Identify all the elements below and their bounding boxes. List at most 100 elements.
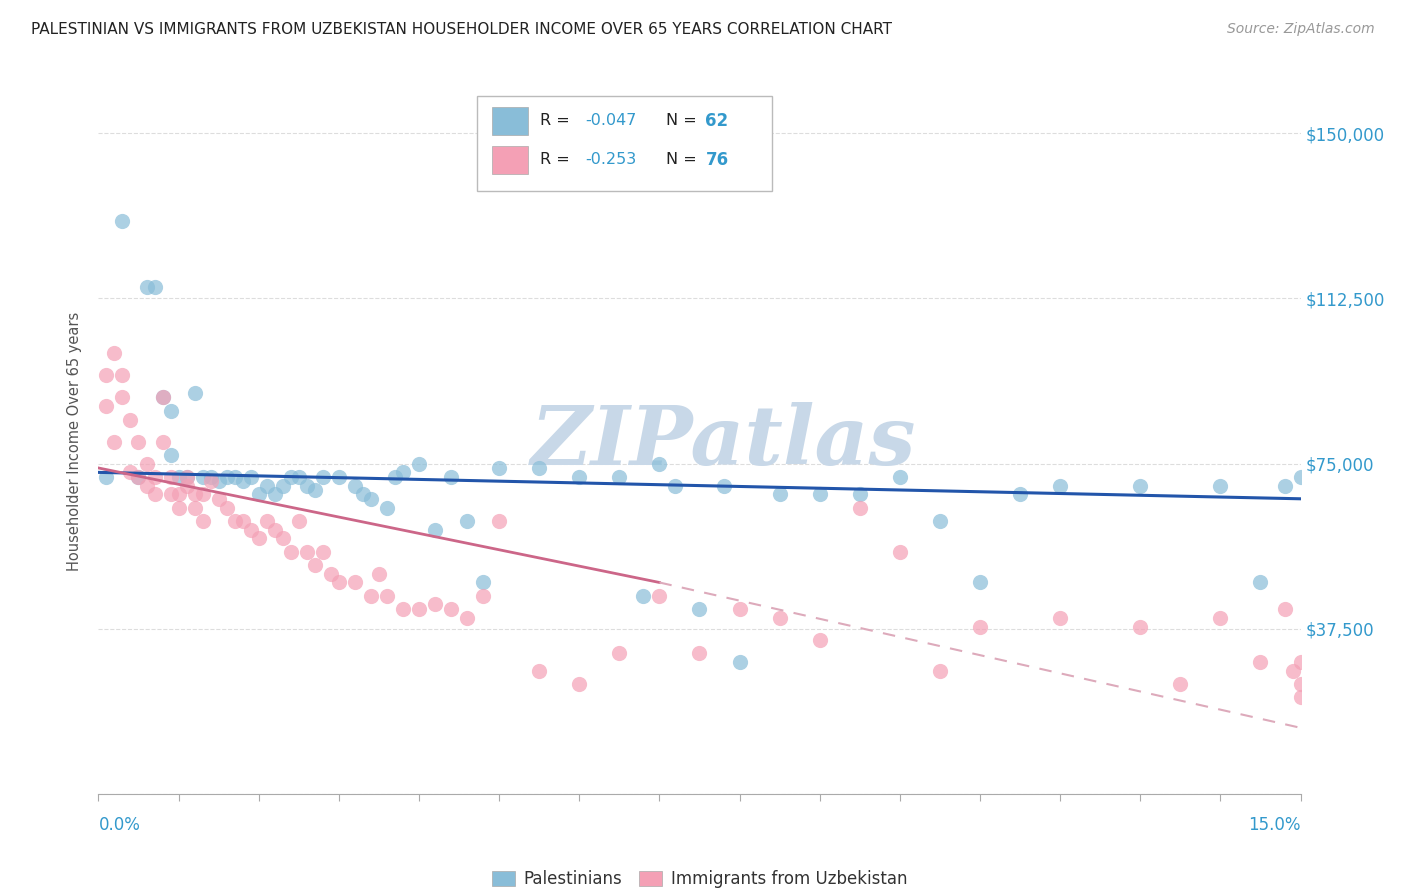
Point	[111, 368, 134, 383]
Point	[889, 544, 911, 558]
Point	[304, 483, 326, 497]
Point	[96, 368, 118, 383]
Point	[440, 602, 463, 616]
Point	[120, 412, 142, 426]
Point	[343, 575, 366, 590]
Point	[271, 478, 294, 492]
Legend: Palestinians, Immigrants from Uzbekistan: Palestinians, Immigrants from Uzbekistan	[485, 863, 914, 892]
Point	[280, 469, 302, 483]
Point	[633, 589, 655, 603]
Point	[529, 461, 551, 475]
Point	[159, 403, 181, 417]
Point	[167, 500, 190, 515]
Point	[728, 655, 751, 669]
Point	[152, 391, 174, 405]
Point	[472, 589, 495, 603]
Text: R =: R =	[540, 153, 575, 167]
Point	[456, 514, 478, 528]
Point	[664, 478, 686, 492]
Point	[648, 589, 671, 603]
Point	[183, 487, 205, 501]
Point	[256, 478, 278, 492]
Point	[128, 469, 150, 483]
Point	[1289, 690, 1312, 704]
Point	[1049, 478, 1071, 492]
Y-axis label: Householder Income Over 65 years: Householder Income Over 65 years	[67, 312, 83, 571]
Point	[232, 514, 254, 528]
Point	[408, 457, 430, 471]
Point	[159, 448, 181, 462]
Point	[769, 610, 792, 624]
Bar	[492, 107, 527, 135]
Point	[568, 469, 591, 483]
Point	[343, 478, 366, 492]
Point	[295, 478, 318, 492]
Point	[609, 646, 631, 660]
Point	[239, 469, 262, 483]
Point	[159, 487, 181, 501]
Point	[929, 664, 952, 678]
Text: 76: 76	[706, 151, 728, 169]
Point	[969, 619, 991, 633]
Point	[152, 434, 174, 449]
Point	[689, 646, 711, 660]
Point	[568, 677, 591, 691]
Point	[247, 487, 270, 501]
Point	[728, 602, 751, 616]
Point	[312, 544, 335, 558]
Point	[808, 632, 831, 647]
Point	[96, 469, 118, 483]
Point	[408, 602, 430, 616]
Point	[1250, 655, 1272, 669]
Point	[280, 544, 302, 558]
Point	[232, 474, 254, 488]
Point	[135, 457, 157, 471]
Point	[392, 466, 415, 480]
Point	[176, 469, 198, 483]
Point	[256, 514, 278, 528]
Point	[1010, 487, 1032, 501]
Point	[143, 469, 166, 483]
Point	[360, 589, 382, 603]
Point	[1289, 677, 1312, 691]
Point	[1274, 478, 1296, 492]
Point	[263, 487, 285, 501]
Point	[200, 474, 222, 488]
Point	[352, 487, 374, 501]
Point	[1129, 478, 1152, 492]
Text: 62: 62	[706, 112, 728, 130]
Point	[529, 664, 551, 678]
Text: N =: N =	[666, 153, 702, 167]
Point	[159, 469, 181, 483]
Point	[423, 523, 446, 537]
Point	[176, 469, 198, 483]
Point	[152, 391, 174, 405]
Point	[143, 487, 166, 501]
Point	[111, 391, 134, 405]
Point	[472, 575, 495, 590]
Point	[215, 500, 238, 515]
Text: R =: R =	[540, 113, 575, 128]
Point	[208, 474, 231, 488]
FancyBboxPatch shape	[477, 96, 772, 192]
Point	[769, 487, 792, 501]
Point	[1281, 664, 1303, 678]
Point	[103, 434, 125, 449]
Point	[929, 514, 952, 528]
Point	[1250, 575, 1272, 590]
Point	[224, 469, 246, 483]
Point	[713, 478, 735, 492]
Point	[208, 491, 231, 506]
Point	[375, 589, 398, 603]
Text: 0.0%: 0.0%	[98, 816, 141, 834]
Point	[849, 500, 872, 515]
Point	[849, 487, 872, 501]
Point	[648, 457, 671, 471]
Point	[319, 566, 342, 581]
Point	[488, 514, 510, 528]
Point	[183, 500, 205, 515]
Point	[312, 469, 335, 483]
Point	[191, 514, 214, 528]
Point	[224, 514, 246, 528]
Point	[103, 346, 125, 360]
